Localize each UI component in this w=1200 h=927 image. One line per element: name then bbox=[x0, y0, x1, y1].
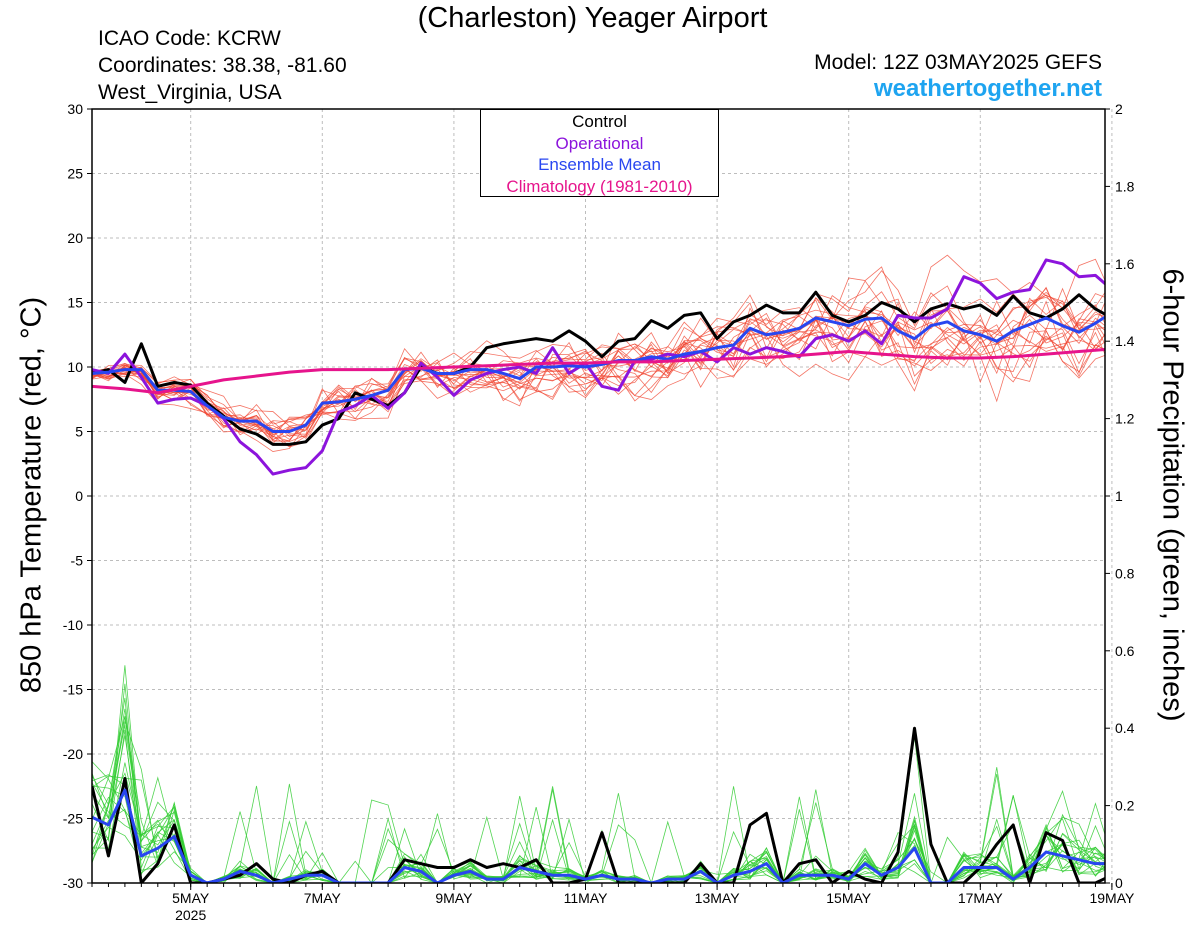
y-tick-label-left: 15 bbox=[67, 295, 83, 311]
chart-legend: Control Operational Ensemble Mean Climat… bbox=[480, 109, 719, 197]
ensemble-member-temperature bbox=[92, 295, 1105, 448]
y-tick-label-left: -20 bbox=[63, 746, 83, 762]
y-tick-label-right: 1.4 bbox=[1115, 333, 1135, 349]
x-tick-label: 9MAY bbox=[435, 890, 473, 906]
x-tick-label: 17MAY bbox=[958, 890, 1004, 906]
x-tick-label: 15MAY bbox=[826, 890, 872, 906]
ensemble-member-precipitation bbox=[92, 665, 1105, 883]
y-tick-label-right: 1.8 bbox=[1115, 178, 1135, 194]
series-ensemble-mean-precipitation-line bbox=[92, 788, 1105, 883]
y-tick-label-left: -5 bbox=[71, 553, 84, 569]
y-tick-label-left: 20 bbox=[67, 230, 83, 246]
y-tick-label-left: 10 bbox=[67, 359, 83, 375]
legend-ensemble-mean: Ensemble Mean bbox=[538, 155, 661, 174]
x-tick-label: 5MAY bbox=[172, 890, 210, 906]
y-tick-label-left: -10 bbox=[63, 617, 83, 633]
y-tick-label-right: 1.6 bbox=[1115, 256, 1135, 272]
series-climatology-1981-2010-line bbox=[92, 347, 1105, 395]
y-tick-label-right: 2 bbox=[1115, 101, 1123, 117]
x-tick-year-label: 2025 bbox=[175, 907, 206, 923]
coordinates: Coordinates: 38.38, -81.60 bbox=[98, 54, 347, 77]
chart-title: (Charleston) Yeager Airport bbox=[417, 2, 768, 34]
y-tick-label-left: 5 bbox=[75, 424, 83, 440]
y-axis-label-precipitation: 6-hour Precipitation (green, inches) bbox=[1156, 268, 1189, 722]
site-link[interactable]: weathertogether.net bbox=[873, 75, 1102, 102]
y-tick-label-right: 0.8 bbox=[1115, 565, 1135, 581]
y-tick-label-right: 0.4 bbox=[1115, 720, 1135, 736]
x-tick-label: 11MAY bbox=[564, 890, 608, 906]
y-tick-label-right: 0.6 bbox=[1115, 643, 1135, 659]
legend-climatology: Climatology (1981-2010) bbox=[506, 176, 693, 196]
y-tick-label-right: 1.2 bbox=[1115, 411, 1135, 427]
ensemble-member-precipitation bbox=[92, 761, 1105, 883]
y-tick-label-left: 25 bbox=[67, 166, 83, 182]
series-ensemble-mean-line bbox=[92, 315, 1105, 433]
series-control-line bbox=[92, 290, 1105, 446]
y-tick-label-left: 0 bbox=[75, 488, 83, 504]
x-tick-label: 7MAY bbox=[304, 890, 342, 906]
y-tick-label-right: 0 bbox=[1115, 875, 1123, 891]
ensemble-member-temperature bbox=[92, 287, 1105, 443]
ensemble-member-temperature bbox=[92, 294, 1105, 427]
model-run: Model: 12Z 03MAY2025 GEFS bbox=[814, 51, 1102, 74]
ensemble-member-precipitation bbox=[92, 775, 1105, 883]
icao-code: ICAO Code: KCRW bbox=[98, 27, 281, 50]
legend-operational: Operational bbox=[555, 133, 644, 153]
legend-control: Control bbox=[572, 112, 627, 131]
x-tick-label: 13MAY bbox=[695, 890, 741, 906]
x-tick-label: 19MAY bbox=[1089, 890, 1135, 906]
ensemble-member-temperature bbox=[92, 254, 1105, 435]
y-axis-label-temperature: 850 hPa Temperature (red, °C) bbox=[15, 296, 48, 694]
y-tick-label-left: -25 bbox=[63, 811, 83, 827]
ensemble-member-temperature bbox=[92, 293, 1105, 445]
y-tick-label-left: -30 bbox=[63, 875, 83, 891]
y-tick-label-left: -15 bbox=[63, 682, 83, 698]
region: West_Virginia, USA bbox=[98, 81, 282, 104]
ensemble-member-temperature bbox=[92, 258, 1105, 442]
y-tick-label-right: 1 bbox=[1115, 488, 1123, 504]
y-tick-label-right: 0.2 bbox=[1115, 798, 1135, 814]
plot-area bbox=[92, 254, 1105, 883]
y-tick-label-left: 30 bbox=[67, 101, 83, 117]
ensemble-member-precipitation bbox=[92, 683, 1105, 883]
